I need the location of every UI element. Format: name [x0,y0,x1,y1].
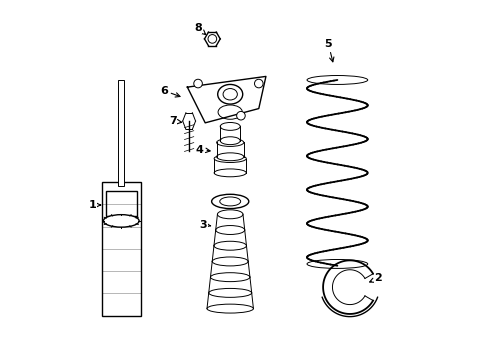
Ellipse shape [217,85,242,104]
Ellipse shape [206,304,253,313]
Ellipse shape [214,155,246,162]
Ellipse shape [214,169,246,177]
FancyBboxPatch shape [102,182,141,316]
Circle shape [193,79,202,88]
Ellipse shape [223,89,237,100]
Ellipse shape [215,226,244,234]
Text: 7: 7 [169,116,181,126]
Ellipse shape [211,194,248,208]
Text: 2: 2 [369,273,382,283]
Ellipse shape [103,215,139,227]
Text: 3: 3 [199,220,210,230]
Ellipse shape [210,273,249,282]
Ellipse shape [306,76,367,85]
Ellipse shape [218,105,242,119]
Text: 1: 1 [89,200,100,210]
Circle shape [207,35,216,43]
Text: 8: 8 [194,23,205,35]
Text: 5: 5 [324,39,333,62]
Ellipse shape [219,197,240,206]
Ellipse shape [216,153,244,161]
Circle shape [236,111,244,120]
FancyBboxPatch shape [105,190,137,216]
Ellipse shape [220,137,240,145]
Circle shape [254,79,263,88]
Ellipse shape [216,139,244,147]
Ellipse shape [208,288,251,297]
Ellipse shape [306,260,367,269]
Ellipse shape [212,257,248,266]
Ellipse shape [217,210,243,219]
Polygon shape [187,76,265,123]
Text: 4: 4 [196,145,210,155]
Ellipse shape [220,122,240,130]
FancyBboxPatch shape [118,80,124,186]
Ellipse shape [214,241,246,250]
Text: 6: 6 [160,86,180,97]
